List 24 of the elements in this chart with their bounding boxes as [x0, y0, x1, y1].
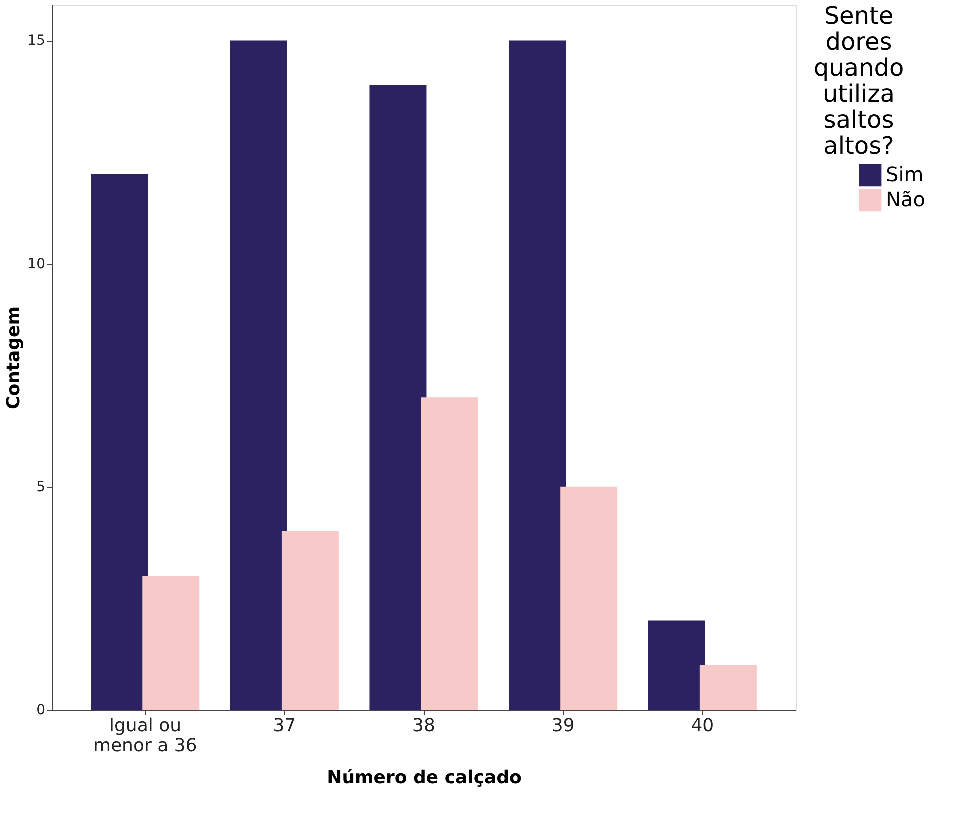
x-tick-label: 37	[273, 716, 296, 736]
x-tick-label: Igual ou menor a 36	[93, 716, 198, 756]
bar	[91, 174, 148, 710]
y-tick-label: 15	[28, 33, 46, 50]
legend-label: Sim	[886, 162, 924, 186]
x-tick-label: 38	[412, 716, 436, 736]
bar	[370, 85, 427, 710]
bar	[230, 40, 288, 710]
x-tick-label: 40	[691, 716, 714, 736]
bar	[648, 620, 706, 710]
bar	[509, 40, 566, 710]
bar	[142, 576, 200, 710]
x-axis-title: Número de calçado	[327, 768, 522, 788]
y-axis-title: Contagem	[4, 306, 25, 410]
legend-title: Sente dores quando utiliza saltos altos?	[814, 2, 904, 160]
bar	[421, 398, 478, 710]
bar	[282, 532, 339, 710]
bar	[560, 486, 618, 710]
x-tick-label: 39	[552, 716, 575, 736]
y-tick-label: 10	[28, 256, 46, 272]
y-tick-label: 5	[36, 479, 46, 496]
bar	[700, 665, 757, 710]
y-tick-label: 0	[36, 702, 46, 718]
legend-label: Não	[886, 188, 926, 212]
